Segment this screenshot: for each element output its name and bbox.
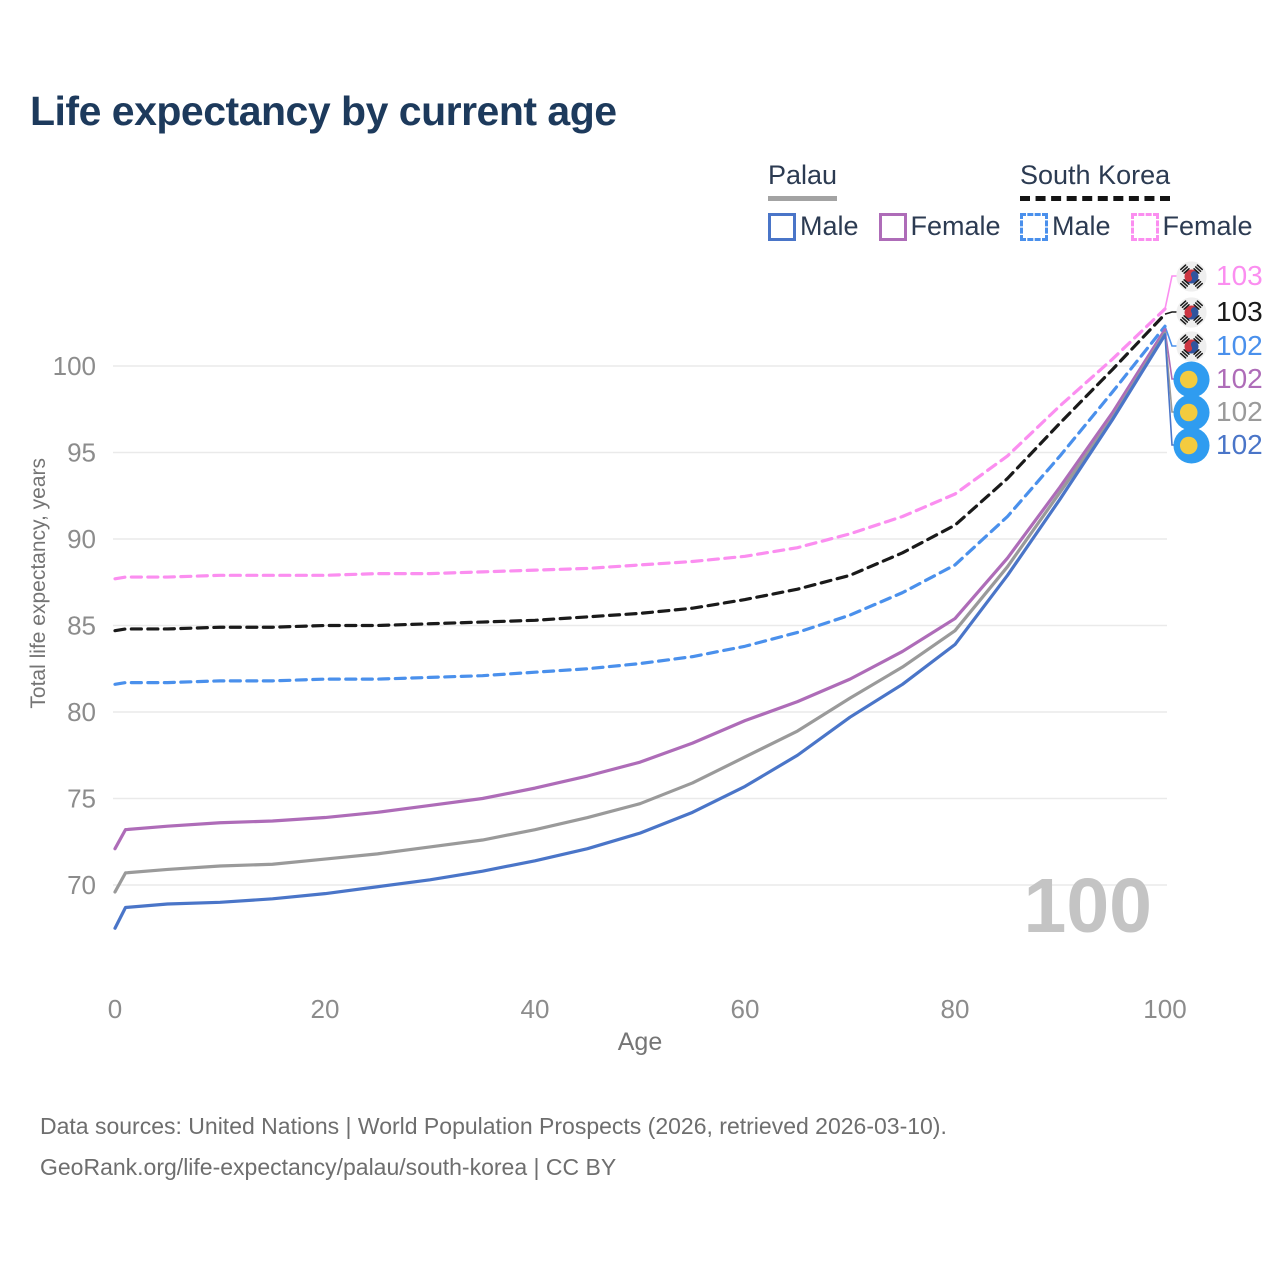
palau-male-swatch [768,212,796,241]
legend-item-south-korea-male[interactable]: Male [1020,211,1111,242]
y-tick-label: 85 [67,611,96,641]
series-line-south-korea-female[interactable] [113,307,1167,581]
x-tick-label: 20 [311,994,340,1024]
legend-group-palau-title[interactable]: Palau [768,160,838,201]
series-end-label-row-palau-male: 102 [1170,425,1263,465]
series-line-palau-female[interactable] [113,328,1167,851]
legend-group-palau: Palau Male Female [768,160,1021,242]
south-korea-flag-icon [1175,330,1207,362]
legend-item-label: Female [1162,211,1253,241]
y-tick-label: 95 [67,438,96,468]
legend-item-palau-female[interactable]: Female [878,211,1001,242]
x-tick-label: 80 [941,994,970,1024]
legend-item-palau-male[interactable]: Male [768,211,859,242]
palau-flag [1170,426,1212,464]
south-korea-female-swatch [1130,212,1159,241]
series-end-label-row-south-korea-both-sexes: 103 [1170,292,1263,332]
series-line-south-korea-both-sexes[interactable] [113,312,1167,633]
y-tick-label: 100 [53,351,96,381]
series-end-label-row-palau-female: 102 [1170,359,1263,399]
series-end-label-row-palau-both-sexes: 102 [1170,392,1263,432]
x-tick-label: 60 [731,994,760,1024]
legend-item-label: Female [910,211,1001,241]
x-tick-label: 40 [521,994,550,1024]
series-line-south-korea-male[interactable] [113,324,1167,686]
y-tick-label: 75 [67,784,96,814]
legend-item-label: Male [1052,211,1111,241]
legend-item-south-korea-female[interactable]: Female [1130,211,1253,242]
south-korea-flag-icon [1175,260,1207,292]
south-korea-male-swatch [1020,212,1048,241]
y-tick-label: 90 [67,524,96,554]
series-line-palau-male[interactable] [113,333,1167,930]
series-end-label-row-south-korea-male: 102 [1170,326,1263,366]
footer-data-sources: Data sources: United Nations | World Pop… [40,1113,947,1139]
south-korea-flag-icon [1175,296,1207,328]
x-axis-title: Age [618,1028,662,1056]
plot-area[interactable]: 70 75 80 85 90 95 100 0 20 40 60 80 100 Age [30,250,1200,1060]
hover-age-watermark: 100 [1023,863,1152,949]
y-tick-label: 70 [67,870,96,900]
palau-flag-icon [1172,360,1210,398]
series-end-value: 102 [1216,429,1263,460]
south-korea-flag [1170,296,1212,328]
series-end-value: 103 [1216,260,1263,291]
series-end-value: 102 [1216,330,1263,361]
palau-flag [1170,360,1212,398]
series-line-palau-both-sexes[interactable] [113,331,1167,894]
series-end-value: 102 [1216,363,1263,394]
footer: Data sources: United Nations | World Pop… [40,1106,947,1188]
chart-title: Life expectancy by current age [30,88,617,134]
south-korea-flag [1170,330,1212,362]
y-tick-label: 80 [67,697,96,727]
palau-female-swatch [878,212,907,241]
palau-flag-icon [1172,426,1210,464]
palau-flag [1170,393,1212,431]
palau-flag-icon [1172,393,1210,431]
x-tick-label: 100 [1143,994,1186,1024]
legend-group-south-korea-title[interactable]: South Korea [1020,160,1171,201]
series-end-label-row-south-korea-female: 103 [1170,256,1263,296]
x-tick-label: 0 [108,994,122,1024]
legend-group-south-korea: South Korea Male Female [1020,160,1273,242]
legend-item-label: Male [800,211,859,241]
series-end-value: 103 [1216,296,1263,327]
south-korea-flag [1170,260,1212,292]
series-end-value: 102 [1216,396,1263,427]
footer-attribution: GeoRank.org/life-expectancy/palau/south-… [40,1154,617,1180]
